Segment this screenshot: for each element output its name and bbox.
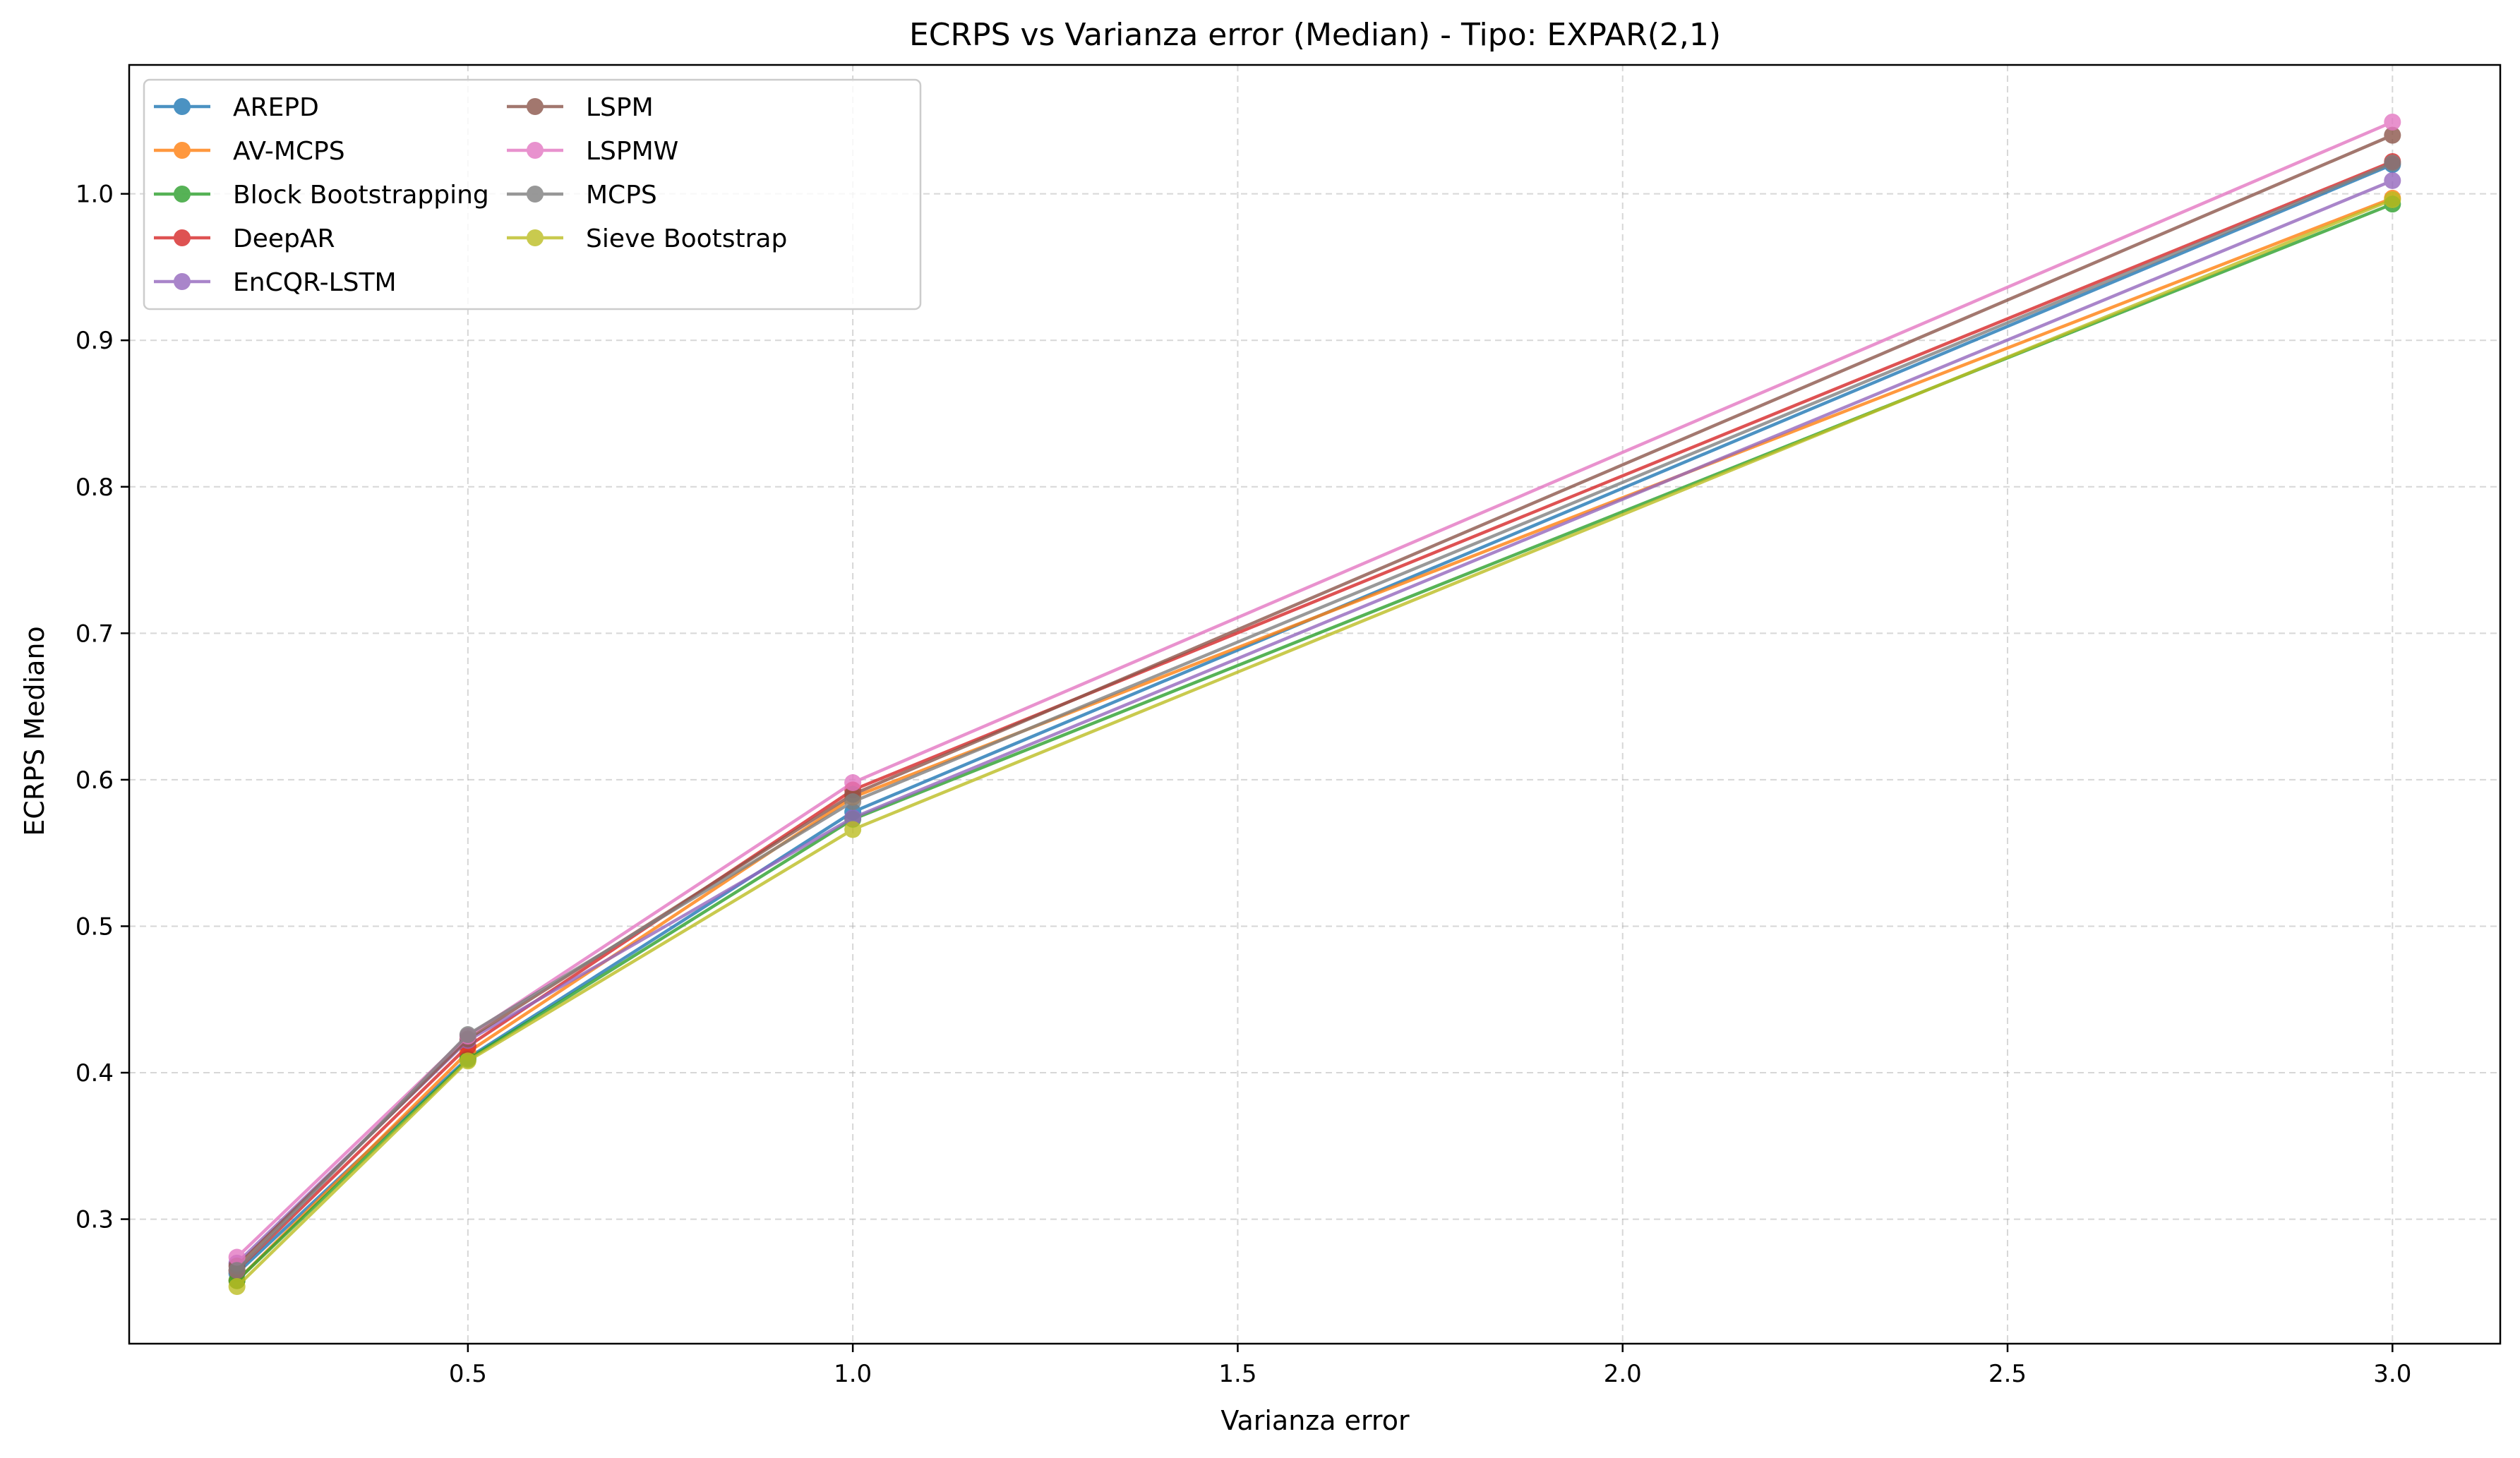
series-line — [236, 179, 2394, 1265]
y-tick-label: 0.7 — [76, 620, 114, 648]
legend-label: DeepAR — [233, 224, 335, 253]
data-point — [2384, 191, 2401, 208]
x-tick-label: 3.0 — [2373, 1360, 2411, 1388]
legend-swatch-marker — [527, 98, 544, 115]
legend-item: EnCQR-LSTM — [154, 268, 397, 297]
series-line — [236, 198, 2394, 1288]
legend-label: AV-MCPS — [233, 137, 345, 166]
legend-swatch-marker — [527, 186, 544, 203]
legend-swatch — [154, 229, 210, 246]
data-point — [459, 1052, 476, 1070]
series-layer — [228, 113, 2401, 1296]
x-tick-label: 0.5 — [449, 1360, 487, 1388]
chart-title: ECRPS vs Varianza error (Median) - Tipo:… — [909, 17, 1721, 53]
legend-label: Sieve Bootstrap — [586, 224, 787, 253]
legend-item: DeepAR — [154, 224, 335, 253]
series-arepd — [228, 156, 2401, 1282]
series-av-mcps — [228, 189, 2401, 1289]
data-point — [2384, 126, 2401, 144]
legend-label: LSPM — [586, 93, 654, 122]
series-encqr-lstm — [228, 171, 2401, 1272]
legend-swatch-marker — [174, 98, 191, 115]
y-axis-label: ECRPS Mediano — [19, 626, 50, 836]
y-axis: 0.3 0.4 0.5 0.6 0.7 0.8 0.9 1.0 — [76, 181, 129, 1234]
data-point — [228, 1278, 246, 1296]
legend: AREPD AV-MCPS Block Bootstrapping DeepAR EnC… — [143, 78, 922, 311]
series-line — [236, 203, 2394, 1282]
data-point — [2384, 155, 2401, 172]
y-tick-label: 0.9 — [76, 327, 114, 355]
legend-label: LSPMW — [586, 137, 678, 166]
legend-swatch — [154, 142, 210, 159]
data-point — [844, 809, 862, 826]
legend-item: LSPMW — [507, 137, 678, 166]
legend-label: AREPD — [233, 93, 319, 122]
x-tick-label: 1.0 — [834, 1360, 872, 1388]
x-axis-label: Varianza error — [1220, 1405, 1410, 1436]
legend-swatch-marker — [174, 273, 191, 290]
y-tick-label: 0.6 — [76, 766, 114, 795]
x-tick-label: 2.0 — [1604, 1360, 1642, 1388]
x-axis: 0.5 1.0 1.5 2.0 2.5 3.0 — [449, 1344, 2411, 1388]
legend-item: Block Bootstrapping — [154, 181, 489, 210]
series-line — [236, 120, 2394, 1259]
legend-swatch-marker — [174, 186, 191, 203]
data-point — [844, 821, 862, 838]
data-point — [844, 793, 862, 811]
x-tick-label: 1.5 — [1218, 1360, 1256, 1388]
data-point — [844, 774, 862, 792]
legend-swatch — [507, 98, 563, 115]
legend-swatch-marker — [174, 229, 191, 246]
legend-item: AREPD — [154, 93, 319, 122]
series-sieve-bootstrap — [228, 191, 2401, 1296]
legend-item: LSPM — [507, 93, 654, 122]
plot-area — [128, 64, 2502, 1345]
y-tick-label: 0.3 — [76, 1206, 114, 1234]
y-tick-label: 0.4 — [76, 1059, 114, 1088]
legend-swatch — [154, 186, 210, 203]
legend-swatch — [507, 229, 563, 246]
data-point — [2384, 113, 2401, 131]
series-line — [236, 159, 2394, 1272]
legend-swatch-marker — [174, 142, 191, 159]
legend-swatch-marker — [527, 142, 544, 159]
data-point — [228, 1248, 246, 1266]
series-line — [236, 196, 2394, 1282]
y-tick-label: 0.5 — [76, 912, 114, 941]
legend-item: MCPS — [507, 181, 657, 210]
y-tick-label: 1.0 — [76, 181, 114, 209]
legend-label: EnCQR-LSTM — [233, 268, 397, 297]
data-point — [228, 1262, 246, 1279]
y-tick-label: 0.8 — [76, 474, 114, 502]
data-point — [459, 1026, 476, 1044]
legend-swatch — [507, 142, 563, 159]
series-line — [236, 161, 2394, 1272]
legend-swatch-marker — [527, 229, 544, 246]
legend-swatch — [154, 273, 210, 290]
x-tick-label: 2.5 — [1988, 1360, 2027, 1388]
legend-swatch — [507, 186, 563, 203]
legend-label: Block Bootstrapping — [233, 181, 489, 210]
data-point — [2384, 171, 2401, 189]
legend-label: MCPS — [586, 181, 657, 210]
legend-swatch — [154, 98, 210, 115]
legend-item: Sieve Bootstrap — [507, 224, 787, 253]
series-mcps — [228, 155, 2401, 1279]
legend-item: AV-MCPS — [154, 137, 345, 166]
series-block-bootstrapping — [228, 195, 2401, 1289]
